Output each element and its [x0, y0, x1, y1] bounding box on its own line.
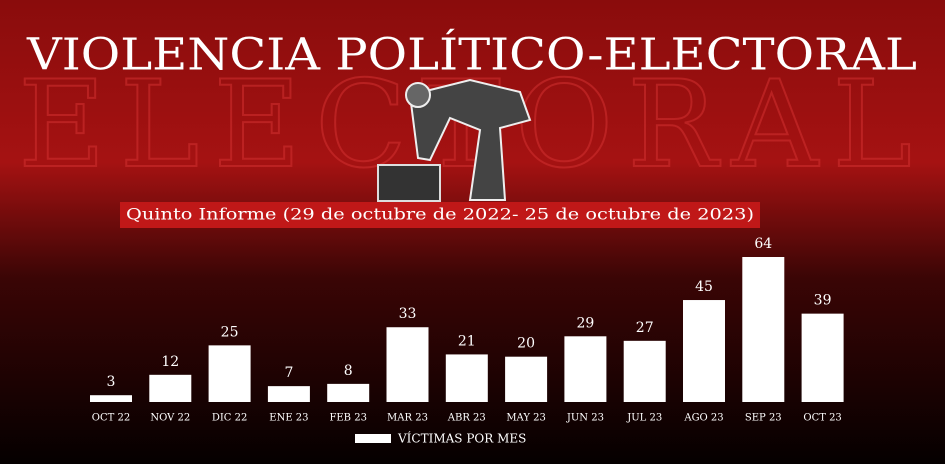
data-label: 25	[221, 324, 239, 340]
bar	[386, 327, 429, 402]
subtitle: Quinto Informe (29 de octubre de 2022- 2…	[126, 205, 754, 224]
bar	[208, 345, 251, 402]
data-label: 20	[517, 336, 535, 352]
bar	[505, 356, 548, 402]
x-tick-label: DIC 22	[212, 413, 248, 424]
illustration	[377, 78, 532, 202]
data-label: 8	[344, 363, 353, 379]
x-tick-label: OCT 23	[803, 413, 841, 424]
data-label: 3	[107, 374, 116, 390]
subtitle-box	[120, 202, 760, 228]
background-text: ELECTORAL	[18, 56, 926, 195]
data-label: 29	[576, 315, 594, 331]
bar	[90, 395, 132, 402]
data-label: 33	[399, 306, 417, 322]
data-label: 12	[161, 354, 179, 370]
bar	[564, 336, 607, 402]
legend-label: VÍCTIMAS POR MES	[397, 431, 526, 446]
x-tick-label: FEB 23	[329, 413, 367, 424]
bar	[801, 313, 844, 402]
x-tick-label: JUL 23	[626, 413, 662, 424]
data-label: 39	[814, 293, 832, 309]
bar	[267, 386, 310, 402]
x-tick-label: ENE 23	[269, 413, 308, 424]
x-tick-label: JUN 23	[566, 413, 604, 424]
bar	[683, 300, 725, 402]
data-label: 27	[636, 320, 654, 336]
x-tick-label: AGO 23	[683, 413, 723, 424]
chart-title: VIOLENCIA POLÍTICO-ELECTORAL	[26, 28, 917, 81]
x-tick-label: MAY 23	[506, 413, 546, 424]
x-tick-label: NOV 22	[150, 413, 190, 424]
bar	[742, 257, 785, 402]
bar	[327, 383, 370, 402]
x-tick-label: SEP 23	[745, 413, 782, 424]
x-tick-label: OCT 22	[92, 413, 130, 424]
bar	[445, 354, 488, 402]
data-label: 64	[754, 236, 772, 252]
x-tick-label: MAR 23	[387, 413, 428, 424]
legend-swatch	[355, 434, 391, 443]
data-label: 21	[458, 333, 476, 349]
data-label: 7	[284, 365, 293, 381]
bar	[623, 340, 666, 402]
bar	[149, 374, 192, 402]
data-label: 45	[695, 279, 713, 295]
x-tick-label: ABR 23	[447, 413, 486, 424]
